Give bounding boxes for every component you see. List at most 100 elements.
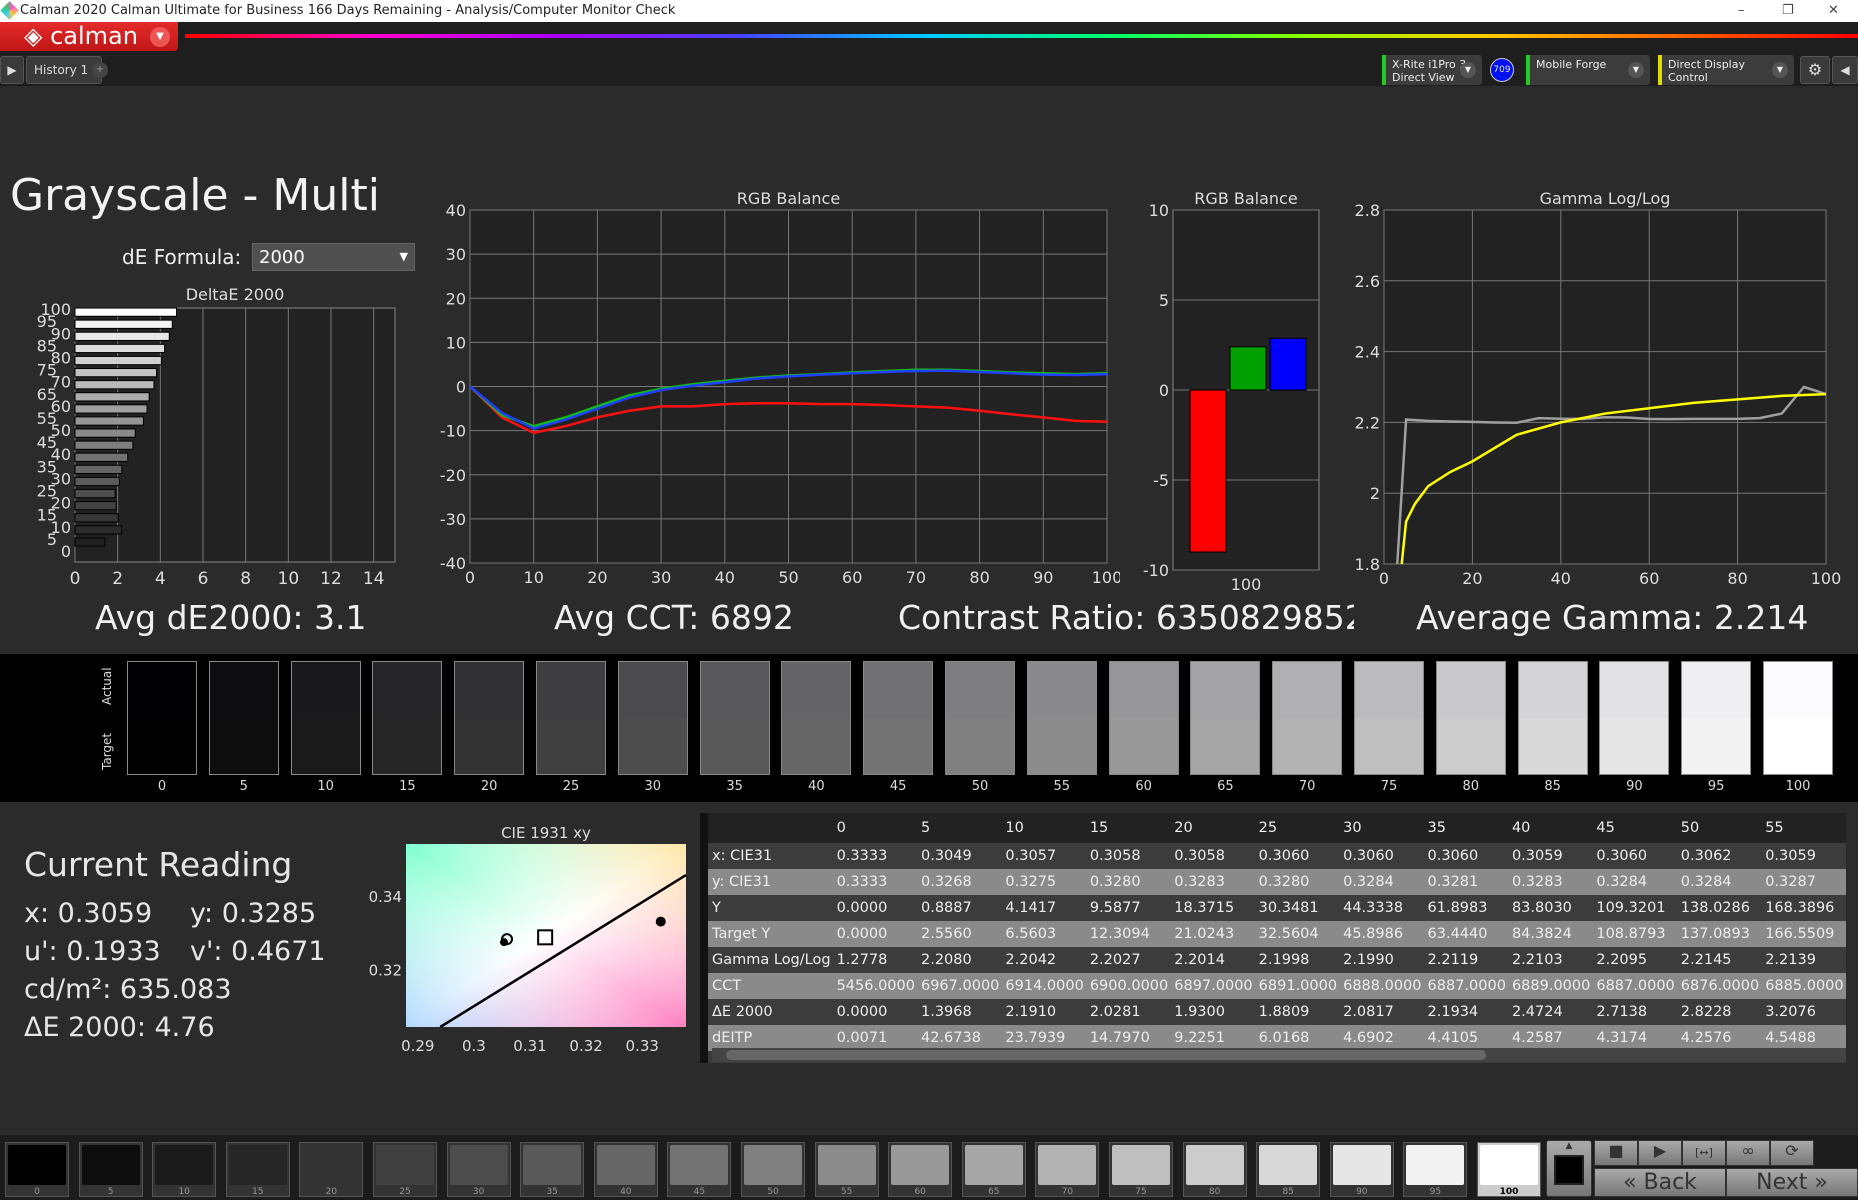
meter-selector[interactable]: X-Rite i1Pro 3 Direct View▼ <box>1382 55 1482 85</box>
add-tab-button[interactable]: + <box>92 62 108 78</box>
back-button[interactable]: « Back <box>1594 1168 1726 1197</box>
table-cell: 45.8986 <box>1340 921 1425 947</box>
y-tick-label: 0.32 <box>369 961 402 979</box>
swatch-60[interactable] <box>1108 661 1179 775</box>
patch-button-75[interactable]: 75 <box>1109 1142 1173 1197</box>
swatch-65[interactable] <box>1190 661 1261 775</box>
swatch-0[interactable] <box>127 661 197 775</box>
table-horizontal-scrollbar[interactable] <box>712 1048 1846 1062</box>
collapse-panel-button[interactable]: ◀ <box>1832 56 1858 84</box>
minimize-button[interactable]: – <box>1738 3 1745 18</box>
scrollbar-thumb[interactable] <box>726 1050 1486 1060</box>
patch-button-80[interactable]: 80 <box>1182 1142 1247 1197</box>
swatch-85[interactable] <box>1517 661 1588 775</box>
swatch-35[interactable] <box>699 661 770 775</box>
colorspace-badge[interactable]: 709 <box>1490 58 1514 82</box>
stop-icon[interactable]: ■ <box>1594 1140 1638 1166</box>
swatch-40[interactable] <box>781 661 852 775</box>
patch-button-40[interactable]: 40 <box>593 1142 658 1197</box>
table-cell: 18.3715 <box>1171 895 1256 921</box>
patch-button-10[interactable]: 10 <box>152 1142 217 1197</box>
de-formula-dropdown[interactable]: 2000 ▼ <box>252 243 415 271</box>
patch-button-35[interactable]: 35 <box>520 1142 585 1197</box>
y-tick-label: 0 <box>456 378 466 397</box>
patch-button-15[interactable]: 15 <box>225 1142 290 1197</box>
patch-button-100[interactable]: 100 <box>1477 1142 1541 1197</box>
swatch-45[interactable] <box>863 661 934 775</box>
patch-button-95[interactable]: 95 <box>1403 1142 1468 1197</box>
patch-button-0[interactable]: 0 <box>5 1142 69 1197</box>
actual-swatch <box>1600 662 1669 718</box>
table-cell: 2.1998 <box>1255 947 1341 973</box>
actual-swatch <box>700 662 769 718</box>
swatch-50[interactable] <box>945 661 1015 775</box>
target-swatch <box>1764 718 1832 774</box>
swatch-70[interactable] <box>1272 661 1343 775</box>
patch-button-50[interactable]: 50 <box>741 1142 805 1197</box>
close-button[interactable]: ✕ <box>1828 3 1839 18</box>
tab-history-1[interactable]: History 1 <box>26 56 102 84</box>
table-cell: 0.3280 <box>1255 869 1341 895</box>
patch-label: 90 <box>1356 1187 1368 1197</box>
patch-label: 30 <box>472 1187 485 1197</box>
patch-button-85[interactable]: 85 <box>1256 1142 1321 1197</box>
row-label: Y <box>708 895 834 921</box>
swatch-100[interactable] <box>1763 661 1833 775</box>
reading-y: y: 0.3285 <box>190 898 317 929</box>
swatch-95[interactable] <box>1681 661 1752 775</box>
actual-swatch <box>782 662 851 718</box>
stop-measure-button[interactable]: ▲ <box>1546 1140 1592 1197</box>
swatch-15[interactable] <box>372 661 443 775</box>
table-cell: 2.1990 <box>1340 947 1425 973</box>
loop-icon[interactable]: ∞ <box>1726 1140 1770 1166</box>
y-tick-label: 70 <box>51 373 71 392</box>
bar <box>1269 337 1307 391</box>
swatch-20[interactable] <box>454 661 525 775</box>
patch-label: 70 <box>1061 1187 1074 1197</box>
patch-button-55[interactable]: 55 <box>814 1142 879 1197</box>
patch-button-70[interactable]: 70 <box>1035 1142 1100 1197</box>
swatch-10[interactable] <box>290 661 361 775</box>
target-swatch <box>209 718 278 774</box>
swatch-30[interactable] <box>617 661 688 775</box>
bar <box>74 476 120 487</box>
table-cell: 1.2778 <box>833 947 918 973</box>
refresh-icon[interactable]: ⟳ <box>1770 1140 1814 1166</box>
y-tick-label: -40 <box>440 554 466 573</box>
table-cell: 2.1910 <box>1002 999 1087 1025</box>
fit-icon[interactable]: [↔] <box>1682 1140 1726 1166</box>
patch-button-5[interactable]: 5 <box>78 1142 143 1197</box>
swatch-75[interactable] <box>1354 661 1424 775</box>
patch-button-25[interactable]: 25 <box>373 1142 437 1197</box>
chart-title: Gamma Log/Log <box>1540 189 1671 208</box>
expand-panel-button[interactable]: ▶ <box>0 56 24 84</box>
table-cell: 42.6738 <box>917 1025 1003 1051</box>
patch-button-60[interactable]: 60 <box>888 1142 953 1197</box>
patch-button-65[interactable]: 65 <box>961 1142 1026 1197</box>
table-cell: 0.3058 <box>1086 843 1172 869</box>
swatch-80[interactable] <box>1435 661 1506 775</box>
restore-button[interactable]: ❐ <box>1782 3 1794 18</box>
swatch-55[interactable] <box>1026 661 1097 775</box>
calman-menu-button[interactable]: ◈ calman ▼ <box>0 22 178 51</box>
source-selector[interactable]: Mobile Forge ▼ <box>1526 55 1650 85</box>
patch-button-45[interactable]: 45 <box>667 1142 732 1197</box>
swatch-90[interactable] <box>1599 661 1670 775</box>
column-header: 10 <box>1002 813 1087 843</box>
patch-button-90[interactable]: 90 <box>1329 1142 1394 1197</box>
table-cell: 6887.0000 <box>1593 973 1678 999</box>
display-selector[interactable]: Direct Display Control ▼ <box>1658 55 1794 85</box>
patch-color <box>1112 1145 1170 1185</box>
actual-swatch <box>455 662 524 718</box>
next-button[interactable]: Next » <box>1726 1168 1858 1197</box>
patch-color <box>1259 1145 1318 1185</box>
patch-button-20[interactable]: 20 <box>299 1142 364 1197</box>
patch-button-30[interactable]: 30 <box>446 1142 511 1197</box>
play-icon[interactable]: ▶ <box>1638 1140 1682 1166</box>
patch-color <box>670 1145 729 1185</box>
column-header: 55 <box>1762 813 1846 843</box>
swatch-label: 40 <box>808 779 825 794</box>
swatch-25[interactable] <box>536 661 606 775</box>
settings-gear-icon[interactable]: ⚙ <box>1800 56 1830 84</box>
swatch-5[interactable] <box>208 661 279 775</box>
